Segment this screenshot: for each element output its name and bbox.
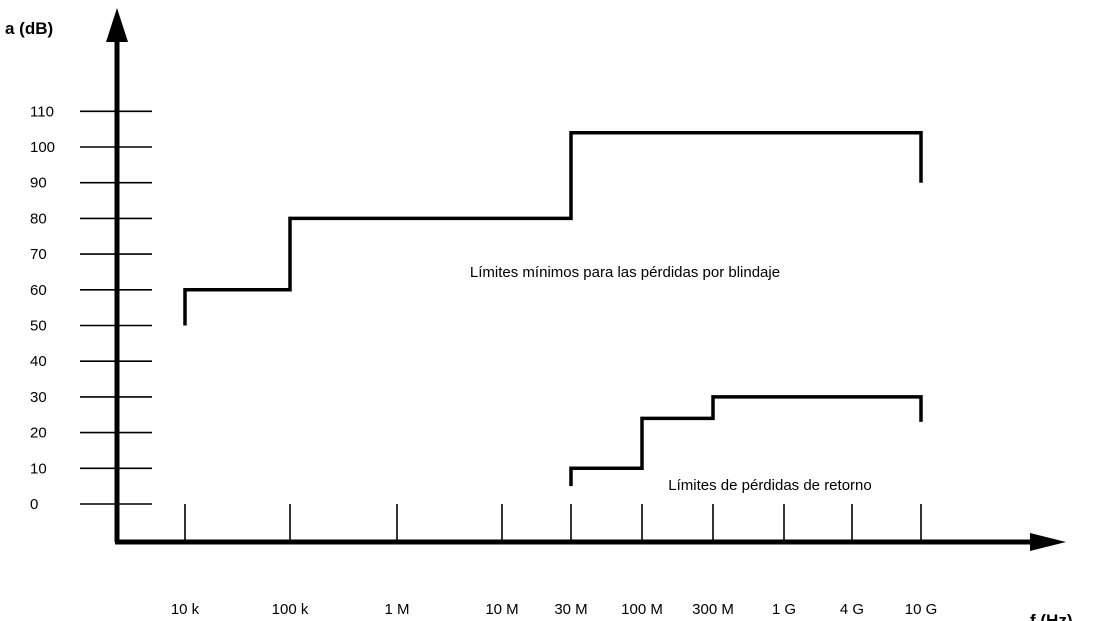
y-tick-label: 60	[30, 282, 47, 299]
x-axis-arrow-icon	[1030, 533, 1066, 551]
y-tick-label: 90	[30, 175, 47, 192]
series-2-annotation: Límites de pérdidas de retorno	[668, 477, 871, 494]
series-line-2	[569, 395, 923, 487]
y-axis-label: a (dB)	[5, 19, 53, 38]
y-ticks: 0 10 20 30 40 50 60 70 80 90 100 110	[30, 103, 152, 513]
x-tick-label: 1 G	[772, 601, 796, 618]
series-layer: Límites mínimos para las pérdidas por bl…	[183, 130, 923, 494]
x-tick-label: 10 k	[171, 601, 200, 618]
y-tick-label: 80	[30, 210, 47, 227]
y-tick-label: 10	[30, 460, 47, 477]
y-axis-arrow-icon	[106, 8, 128, 42]
x-tick-label: 1 M	[384, 601, 409, 618]
x-ticks: 10 k 100 k 1 M 10 M 30 M 100 M 300 M 1 G 4 G 10 G	[171, 504, 937, 618]
y-tick-label: 110	[30, 103, 54, 120]
y-tick-label: 70	[30, 246, 47, 263]
y-tick-label: 30	[30, 389, 47, 406]
x-tick-label: 300 M	[692, 601, 734, 618]
x-tick-label: 10 M	[485, 601, 518, 618]
series-1-annotation: Límites mínimos para las pérdidas por bl…	[470, 264, 780, 281]
x-tick-label: 4 G	[840, 601, 864, 618]
x-tick-label: 100 k	[272, 601, 309, 618]
x-axis-label: f (Hz)	[1030, 611, 1072, 621]
x-tick-label: 10 G	[905, 601, 938, 618]
y-tick-label: 50	[30, 318, 47, 335]
x-tick-label: 100 M	[621, 601, 663, 618]
y-tick-label: 100	[30, 139, 55, 156]
y-tick-label: 40	[30, 353, 47, 370]
series-line-1	[183, 130, 923, 326]
y-tick-label: 20	[30, 425, 47, 442]
x-tick-label: 30 M	[554, 601, 587, 618]
y-tick-label: 0	[30, 496, 38, 513]
